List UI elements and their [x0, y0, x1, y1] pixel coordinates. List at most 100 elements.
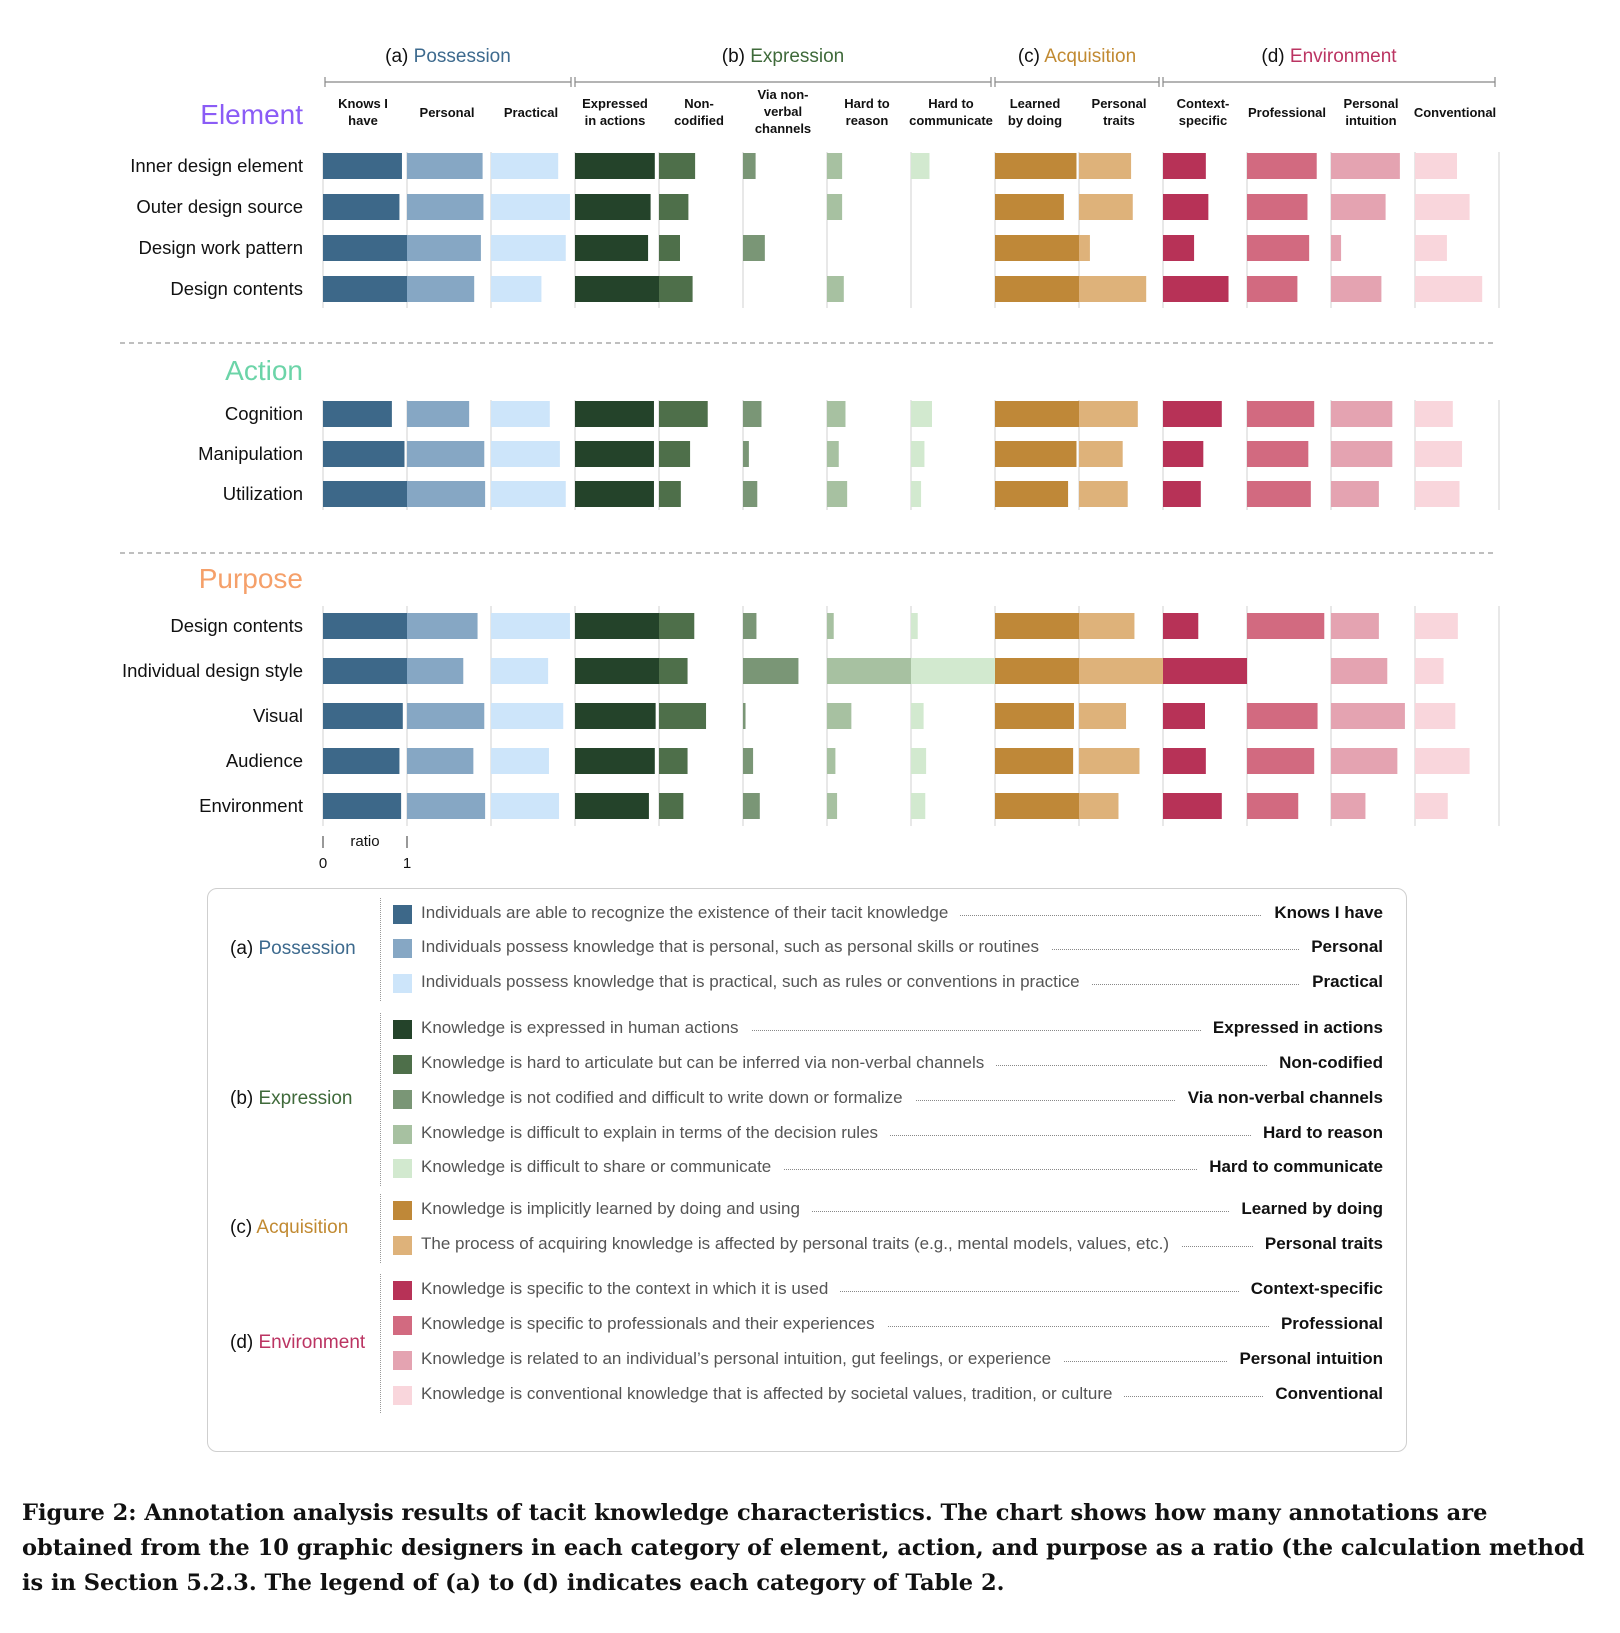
bar: [407, 793, 486, 819]
legend-item-name: Non-codified: [1267, 1053, 1383, 1073]
bar: [1163, 235, 1195, 261]
scale-label: ratio: [350, 833, 379, 850]
legend-swatch: [393, 1201, 412, 1220]
bar: [407, 235, 481, 261]
bar: [1079, 153, 1132, 179]
bar: [323, 235, 407, 261]
bar: [911, 703, 924, 729]
legend-description: Knowledge is conventional knowledge that…: [421, 1384, 1125, 1404]
bar: [1079, 748, 1140, 774]
bar: [1331, 793, 1366, 819]
bar: [1331, 276, 1382, 302]
legend-swatch: [393, 1236, 412, 1255]
row-label: Design contents: [170, 278, 303, 299]
bar: [827, 194, 843, 220]
legend-item: Individuals possess knowledge that is pr…: [393, 971, 1383, 997]
row-label: Visual: [253, 705, 303, 726]
legend-description: Knowledge is specific to the context in …: [421, 1279, 841, 1299]
bar: [323, 441, 405, 467]
column-header-label: verbal: [764, 104, 802, 119]
bar: [407, 613, 478, 639]
bar: [407, 481, 486, 507]
legend-item: Knowledge is related to an individual’s …: [393, 1348, 1383, 1374]
row-label: Manipulation: [198, 443, 303, 464]
legend-item-name: Conventional: [1263, 1384, 1383, 1404]
bar: [827, 793, 838, 819]
bar: [743, 235, 765, 261]
bar: [911, 793, 926, 819]
bar: [659, 276, 693, 302]
legend-swatch: [393, 939, 412, 958]
legend-item: Knowledge is conventional knowledge that…: [393, 1383, 1383, 1409]
row-label: Outer design source: [136, 196, 303, 217]
row-label: Design work pattern: [138, 237, 303, 258]
legend-item: Knowledge is difficult to explain in ter…: [393, 1122, 1383, 1148]
legend-leader-dots: [423, 1169, 1383, 1170]
scale-tick-label: 1: [403, 855, 411, 872]
bar: [407, 276, 475, 302]
legend-description: Knowledge is not codified and difficult …: [421, 1088, 915, 1108]
bar: [827, 401, 846, 427]
bar: [1079, 703, 1127, 729]
bar: [575, 793, 649, 819]
bar: [407, 748, 474, 774]
bar: [1247, 401, 1315, 427]
bar: [491, 153, 559, 179]
bar: [911, 441, 925, 467]
bar: [659, 793, 684, 819]
row-label: Inner design element: [130, 155, 303, 176]
legend-item: Knowledge is expressed in human actions E…: [393, 1017, 1383, 1043]
bar: [575, 441, 654, 467]
bar: [323, 401, 392, 427]
bar: [407, 703, 485, 729]
legend-swatch: [393, 1159, 412, 1178]
bar: [1331, 658, 1388, 684]
legend-description: The process of acquiring knowledge is af…: [421, 1234, 1182, 1254]
bar: [491, 441, 560, 467]
bar: [1415, 703, 1456, 729]
bar: [575, 703, 656, 729]
legend-leader-dots: [423, 1326, 1383, 1327]
bar: [1415, 613, 1458, 639]
bar: [323, 194, 400, 220]
group-header-possession: (a) Possession: [385, 46, 511, 67]
bar: [491, 613, 570, 639]
bar: [995, 401, 1079, 427]
bar: [491, 481, 566, 507]
legend-leader-dots: [423, 1291, 1383, 1292]
legend-item: Knowledge is implicitly learned by doing…: [393, 1198, 1383, 1224]
legend-description: Individuals possess knowledge that is pe…: [421, 937, 1051, 957]
bar: [1415, 401, 1453, 427]
bar: [743, 793, 760, 819]
column-header-label: traits: [1103, 113, 1135, 128]
bar: [659, 235, 680, 261]
legend-item-name: Expressed in actions: [1200, 1018, 1383, 1038]
column-header-label: Learned: [1010, 96, 1061, 111]
legend-swatch: [393, 1281, 412, 1300]
legend-swatch: [393, 974, 412, 993]
bar: [323, 153, 402, 179]
legend-item-name: Professional: [1268, 1314, 1383, 1334]
bar: [659, 153, 696, 179]
bar: [827, 276, 844, 302]
legend-item-name: Practical: [1300, 972, 1383, 992]
bar: [1163, 748, 1206, 774]
legend-group-divider: [380, 898, 381, 1001]
legend-group-divider: [380, 1194, 381, 1263]
legend-swatch: [393, 1316, 412, 1335]
bar: [491, 235, 566, 261]
legend-item-name: Hard to communicate: [1197, 1157, 1383, 1177]
section-title-purpose: Purpose: [199, 563, 303, 594]
bar: [1331, 481, 1379, 507]
bar: [659, 481, 681, 507]
bar: [1331, 703, 1405, 729]
legend-item: Individuals possess knowledge that is pe…: [393, 936, 1383, 962]
column-header-label: Personal: [1344, 96, 1399, 111]
bar: [1079, 194, 1133, 220]
legend-description: Knowledge is specific to professionals a…: [421, 1314, 887, 1334]
bar: [1415, 793, 1448, 819]
bar: [575, 481, 654, 507]
bar: [491, 793, 560, 819]
bar: [491, 703, 564, 729]
legend-swatch: [393, 1020, 412, 1039]
